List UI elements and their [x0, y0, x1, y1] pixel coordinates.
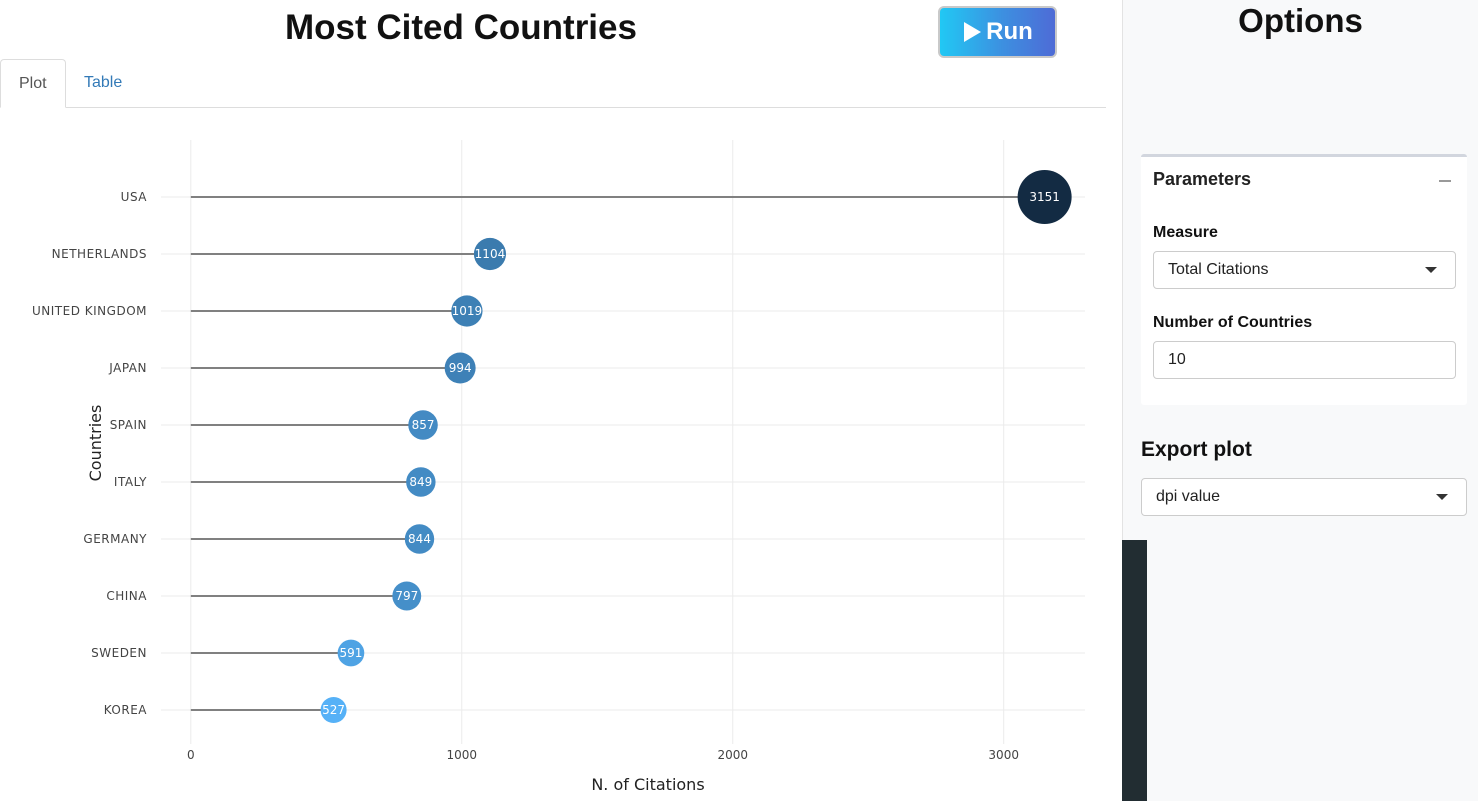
data-label: 3151 — [1029, 190, 1060, 204]
lollipop-point — [392, 581, 422, 611]
lollipop-point — [473, 237, 507, 271]
data-label: 849 — [409, 475, 432, 489]
y-tick-label: KOREA — [104, 703, 148, 717]
y-tick-label: UNITED KINGDOM — [32, 304, 147, 318]
y-tick-label: ITALY — [114, 475, 147, 489]
countries-input[interactable]: 10 — [1153, 341, 1456, 379]
scroll-strip — [1122, 540, 1147, 801]
data-label: 1019 — [452, 304, 483, 318]
data-label: 994 — [449, 361, 472, 375]
lollipop-point — [444, 352, 476, 384]
y-axis-label: Countries — [86, 405, 105, 482]
data-label: 591 — [339, 646, 362, 660]
play-icon — [964, 22, 982, 42]
tab-table[interactable]: Table — [84, 74, 123, 91]
citations-chart: 0 1000 2000 3000 USA 3151 NETHERLANDS 1104 UNITE… — [32, 140, 1085, 794]
dpi-select-value: dpi value — [1156, 488, 1221, 505]
lollipop-point — [408, 410, 438, 440]
y-tick-label: JAPAN — [108, 361, 147, 375]
options-title: Options — [1238, 2, 1363, 39]
lollipop-point — [451, 295, 483, 327]
x-tick-label: 0 — [187, 748, 195, 762]
caret-down-icon — [1436, 494, 1448, 500]
lollipop-point — [320, 697, 347, 723]
lollipop-point — [337, 639, 365, 667]
y-tick-label: SPAIN — [110, 418, 147, 432]
run-button[interactable]: Run — [938, 6, 1057, 58]
lollipop-point — [404, 524, 435, 554]
measure-select[interactable]: Total Citations — [1153, 251, 1456, 289]
parameters-card: Parameters Measure Total Citations Numbe… — [1141, 154, 1467, 405]
x-axis-label: N. of Citations — [591, 775, 704, 794]
dpi-select[interactable]: dpi value — [1141, 478, 1467, 516]
data-label: 797 — [395, 589, 418, 603]
measure-select-value: Total Citations — [1168, 261, 1269, 278]
measure-label: Measure — [1153, 224, 1218, 241]
y-tick-label: CHINA — [106, 589, 147, 603]
tab-plot[interactable]: Plot — [0, 59, 66, 108]
data-label: 527 — [322, 703, 345, 717]
tab-bar: Plot Table — [0, 59, 1106, 108]
lollipop-point — [406, 467, 436, 497]
export-title: Export plot — [1141, 438, 1252, 461]
options-sidebar: Options Parameters Measure Total Citatio… — [1122, 0, 1478, 801]
minus-icon[interactable] — [1439, 180, 1451, 182]
page-title: Most Cited Countries — [285, 8, 637, 47]
lollipop-point — [1017, 170, 1072, 224]
caret-down-icon — [1425, 267, 1437, 273]
y-tick-label: SWEDEN — [91, 646, 147, 660]
run-button-label: Run — [986, 18, 1033, 45]
x-tick-label: 2000 — [717, 748, 748, 762]
data-label: 1104 — [475, 247, 506, 261]
y-tick-label: USA — [121, 190, 148, 204]
y-tick-label: GERMANY — [83, 532, 147, 546]
x-tick-label: 1000 — [447, 748, 478, 762]
y-tick-label: NETHERLANDS — [52, 247, 147, 261]
countries-label: Number of Countries — [1153, 314, 1313, 331]
parameters-header: Parameters — [1153, 169, 1252, 189]
data-label: 844 — [408, 532, 431, 546]
main-panel: Most Cited Countries Run Plot Table 0 100… — [0, 6, 1106, 794]
x-tick-label: 3000 — [988, 748, 1019, 762]
data-label: 857 — [412, 418, 435, 432]
